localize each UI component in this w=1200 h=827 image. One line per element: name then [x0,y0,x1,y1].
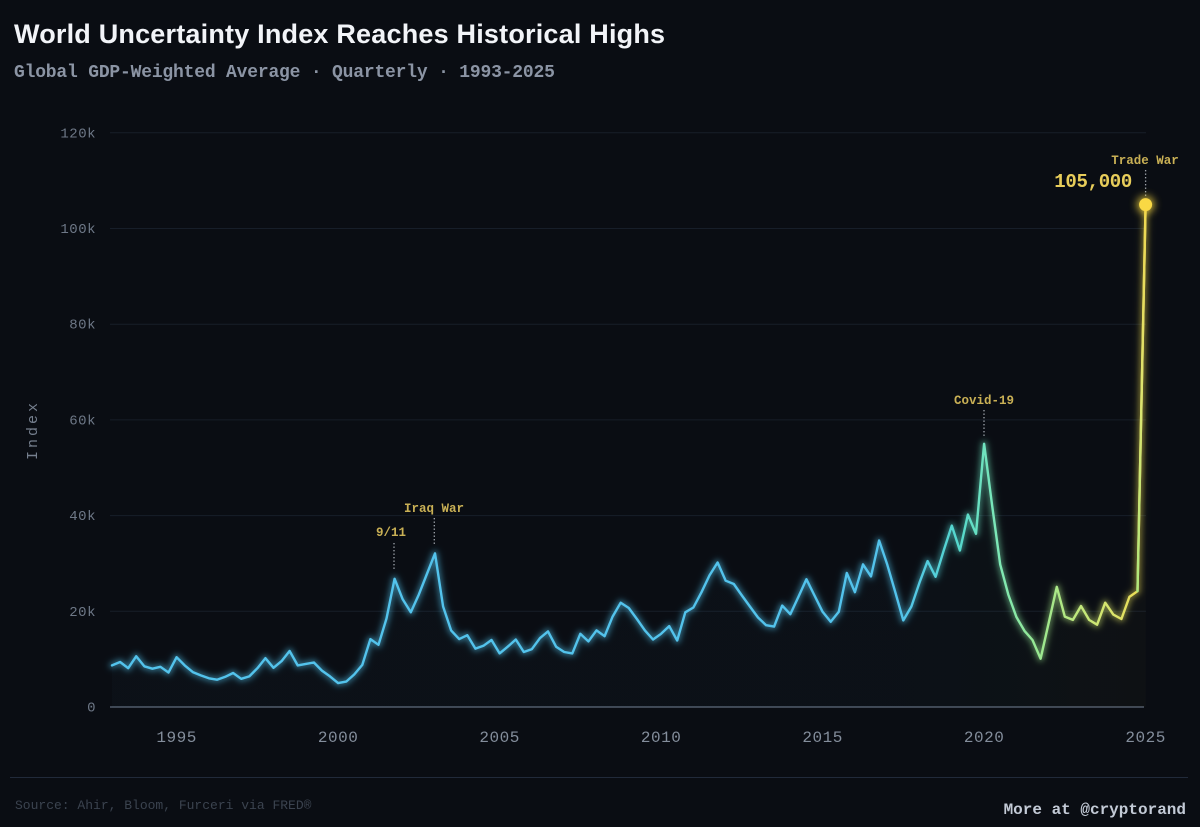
svg-text:Index: Index [25,400,42,460]
svg-text:2010: 2010 [641,729,681,747]
svg-text:2025: 2025 [1125,729,1165,747]
svg-text:2005: 2005 [479,729,519,747]
svg-text:60k: 60k [69,413,96,429]
svg-text:40k: 40k [69,509,96,525]
svg-text:120k: 120k [60,126,96,142]
svg-text:Covid-19: Covid-19 [954,394,1014,408]
svg-text:2015: 2015 [802,729,842,747]
svg-text:1995: 1995 [156,729,196,747]
svg-text:9/11: 9/11 [376,526,406,540]
svg-text:Trade War: Trade War [1111,154,1179,168]
svg-text:2000: 2000 [318,729,358,747]
svg-text:20k: 20k [69,605,96,621]
svg-text:100k: 100k [60,222,96,238]
svg-text:0: 0 [87,701,96,717]
svg-text:105,000: 105,000 [1054,171,1132,193]
svg-text:80k: 80k [69,318,96,334]
svg-text:2020: 2020 [964,729,1004,747]
svg-text:Iraq War: Iraq War [404,502,464,516]
